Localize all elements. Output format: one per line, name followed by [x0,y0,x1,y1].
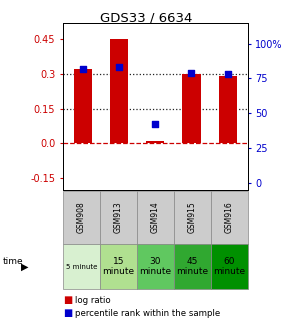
Text: ▶: ▶ [21,262,29,271]
Text: time: time [3,257,23,266]
Text: 15
minute: 15 minute [102,257,134,276]
Bar [183,74,200,143]
Text: 30
minute: 30 minute [139,257,171,276]
Point [117,65,121,70]
Text: GSM913: GSM913 [114,201,123,233]
Point [189,70,194,76]
Text: GSM908: GSM908 [77,201,86,233]
Text: 60
minute: 60 minute [213,257,245,276]
Point [153,122,158,127]
Text: GSM915: GSM915 [188,201,197,233]
Bar [110,39,128,143]
Text: 5 minute: 5 minute [66,264,97,269]
Text: 45
minute: 45 minute [176,257,208,276]
Text: ■: ■ [63,308,72,318]
Text: log ratio: log ratio [75,296,110,305]
Text: percentile rank within the sample: percentile rank within the sample [75,309,220,318]
Bar [74,69,92,143]
Bar [146,141,164,143]
Point [225,72,230,77]
Text: GSM916: GSM916 [225,201,234,233]
Text: GSM914: GSM914 [151,201,160,233]
Text: ■: ■ [63,295,72,305]
Text: GDS33 / 6634: GDS33 / 6634 [100,11,193,25]
Point [81,66,85,71]
Bar [219,76,237,143]
